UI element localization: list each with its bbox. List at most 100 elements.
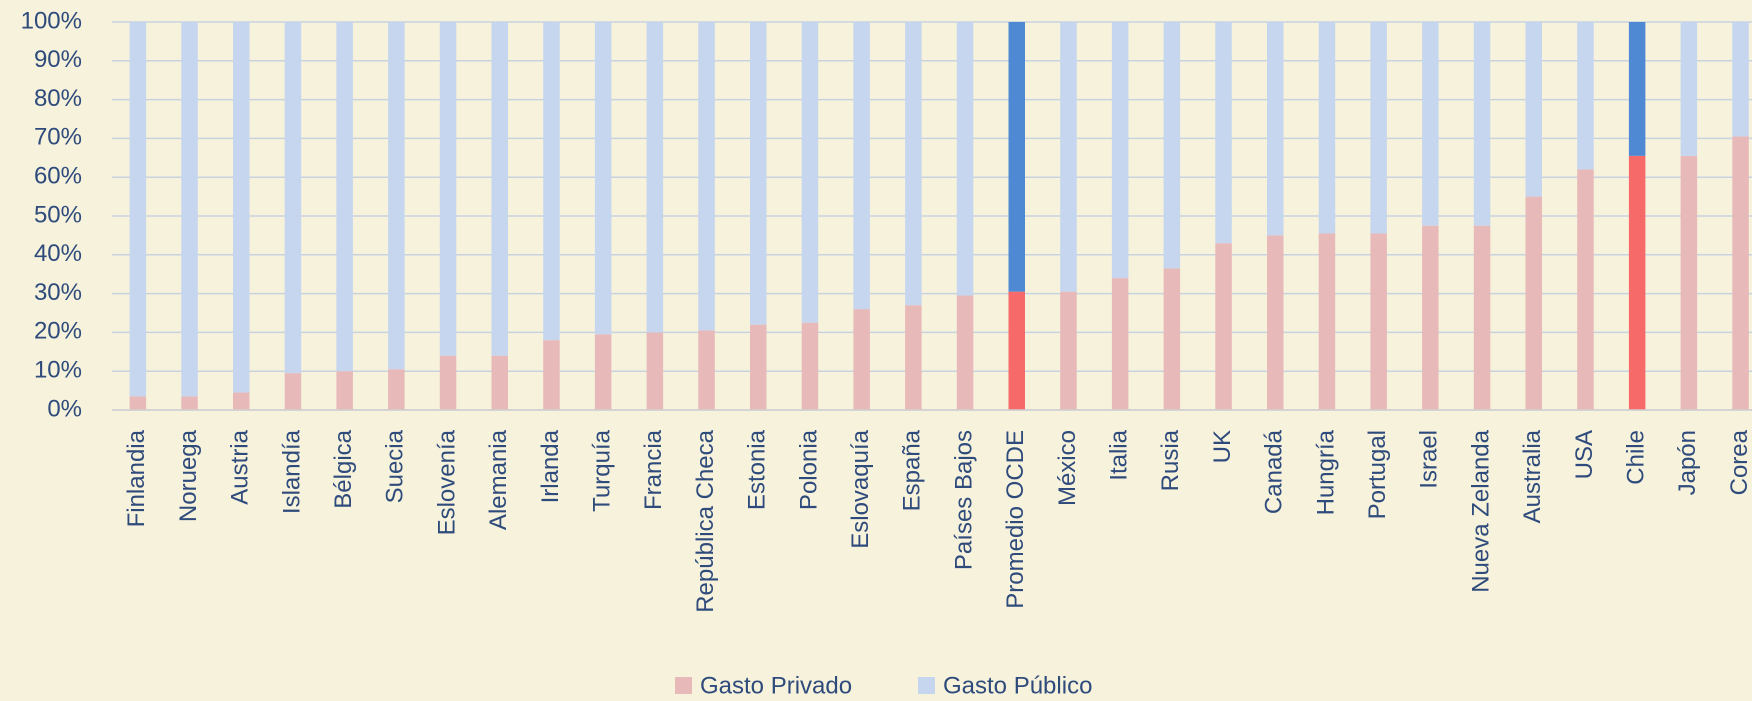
bar-segment [388,369,405,410]
legend-swatch [675,677,692,694]
bar-segment [1060,22,1077,292]
bar-segment [853,309,870,410]
legend-swatch [918,677,935,694]
bar-segment [646,332,664,410]
legend-label: Gasto Público [943,672,1092,699]
bar-segment [491,22,508,356]
y-tick-label: 90% [34,46,82,73]
bar-segment [181,22,198,397]
y-tick-label: 70% [34,124,82,151]
bar-segment [1473,225,1491,410]
x-tick-label: Irlanda [537,429,564,503]
x-tick-label: Islandía [278,429,305,514]
bar-segment [1163,268,1181,410]
bar-segment [1525,22,1542,197]
bar-segment [1008,291,1025,410]
x-tick-label: Eslovenía [433,429,460,535]
bar-segment [1111,278,1129,410]
bar-segment [284,373,302,410]
x-tick-label: Alemania [485,429,512,530]
x-tick-label: Promedio OCDE [1002,430,1029,609]
bar-segment [594,22,612,335]
x-tick-label: Estonia [744,429,771,510]
bar-segment [1732,136,1749,410]
bar-segment [233,22,250,393]
bar-segment [905,22,922,306]
x-tick-label: Nueva Zelanda [1467,429,1494,592]
bar-segment [491,355,508,410]
x-tick-label: Austria [227,429,254,504]
x-tick-label: Rusia [1157,429,1184,491]
x-tick-label: Hungría [1312,429,1339,515]
y-tick-label: 50% [34,201,82,228]
bar-segment [750,324,767,410]
bar-segment [956,22,974,296]
legend-label: Gasto Privado [700,672,852,699]
x-tick-label: Portugal [1364,430,1391,519]
bar-segment [129,22,147,397]
bar-segment [1111,22,1129,279]
bar-segment [1215,243,1232,410]
x-tick-label: Bélgica [330,429,357,508]
bar-segment [1473,22,1491,226]
bar-segment [1163,22,1181,269]
bar-segment [594,334,612,410]
x-tick-label: Países Bajos [950,430,977,570]
x-tick-label: México [1054,430,1081,506]
x-tick-label: UK [1209,430,1236,463]
x-tick-label: Eslovaquía [847,429,874,548]
x-tick-label: Francia [640,429,667,510]
bar-segment [543,22,560,341]
bar-segment [1680,22,1698,156]
y-tick-label: 40% [34,240,82,267]
bar-segment [388,22,405,370]
bar-segment [439,355,457,410]
bar-segment [698,22,715,331]
bar-segment [646,22,664,333]
bar-segment [1525,196,1542,410]
bar-segment [1628,155,1646,410]
x-tick-label: Corea [1726,429,1752,495]
bar-segment [129,396,147,410]
y-tick-label: 30% [34,279,82,306]
bar-segment [233,392,250,410]
x-tick-label: España [899,429,926,511]
x-tick-label: Noruega [175,429,202,522]
bar-segment [1422,225,1439,410]
bar-segment [801,22,819,323]
bar-segment [698,330,715,410]
x-tick-label: Canadá [1261,429,1288,514]
x-tick-label: Turquía [588,429,615,511]
bar-segment [1318,22,1336,234]
x-tick-label: República Checa [692,429,719,612]
y-tick-label: 0% [47,395,82,422]
bar-segment [284,22,302,374]
bar-segment [1680,155,1698,410]
x-tick-label: Suecia [382,429,409,503]
x-tick-label: Japón [1674,430,1701,495]
x-tick-label: Israel [1416,430,1443,489]
bar-segment [543,340,560,410]
x-tick-label: Australia [1519,429,1546,523]
y-tick-label: 20% [34,318,82,345]
bar-segment [750,22,767,325]
bar-segment [1370,233,1387,410]
bar-segment [1267,235,1284,410]
bar-segment [181,396,198,410]
bar-segment [956,295,974,410]
bar-segment [1008,22,1025,292]
bar-segment [1422,22,1439,226]
bar-segment [1370,22,1387,234]
y-tick-label: 60% [34,163,82,190]
x-tick-label: Finlandia [123,429,150,527]
bar-segment [1060,291,1077,410]
bar-segment [1577,169,1594,410]
x-tick-label: Polonia [795,429,822,510]
x-tick-label: Chile [1622,430,1649,485]
bar-segment [1577,22,1594,170]
bar-segment [1318,233,1336,410]
bar-segment [905,305,922,410]
y-tick-label: 80% [34,85,82,112]
y-tick-label: 100% [21,7,82,34]
